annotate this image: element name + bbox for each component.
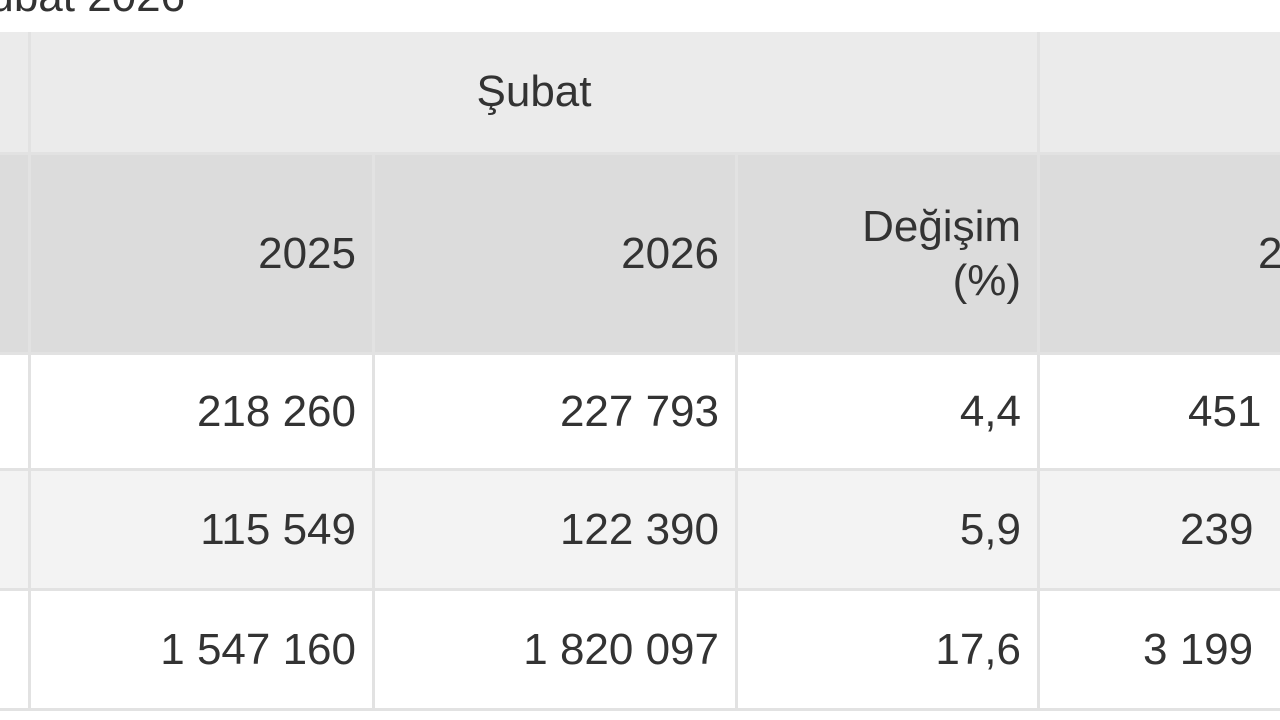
header-cell (1040, 32, 1280, 155)
row-label-cell (0, 355, 31, 471)
column-header: 2026 (375, 155, 738, 355)
table-cell: 218 260 (31, 355, 375, 471)
table-cell: 3 199 (1040, 591, 1280, 711)
table-title: Şubat 2026 (0, 0, 185, 22)
row-label-cell (0, 471, 31, 591)
table-cell: 1 820 097 (375, 591, 738, 711)
table-cell: 4,4 (738, 355, 1040, 471)
table-cell: 1 547 160 (31, 591, 375, 711)
header-cell (0, 155, 31, 355)
table-cell: 227 793 (375, 355, 738, 471)
table-cell: 451 (1040, 355, 1280, 471)
table-cell: 115 549 (31, 471, 375, 591)
column-header: 2025 (31, 155, 375, 355)
header-cell (0, 32, 31, 155)
column-header: 2 (1040, 155, 1280, 355)
table-cell: 17,6 (738, 591, 1040, 711)
table-cell: 239 (1040, 471, 1280, 591)
group-header: Şubat (31, 32, 1040, 155)
row-label-cell (0, 591, 31, 711)
column-header-text: Değişim (%) (862, 201, 1021, 305)
table-cell: 5,9 (738, 471, 1040, 591)
table-cell: 122 390 (375, 471, 738, 591)
column-header: Değişim (%) (738, 155, 1040, 355)
